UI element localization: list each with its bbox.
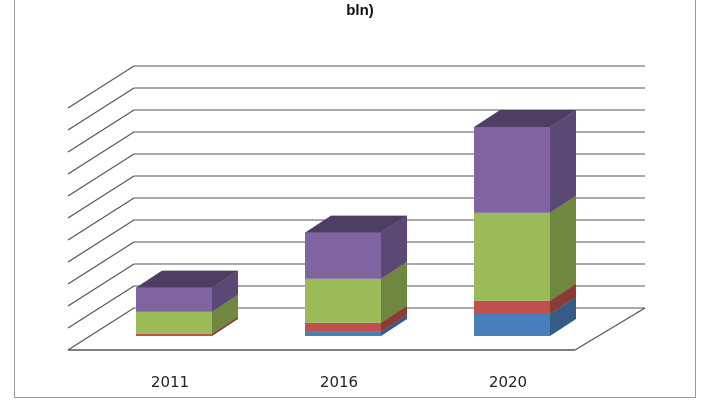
- bar-segment-side: [550, 297, 576, 336]
- gridline-side: [67, 87, 135, 131]
- bar-top: [136, 270, 238, 288]
- bar-segment: [136, 333, 212, 336]
- gridline-side: [67, 65, 135, 109]
- x-tick-label: 2011: [151, 373, 189, 391]
- bar-stack-2020: [474, 110, 576, 336]
- bar-segment: [305, 232, 381, 279]
- bar-segment-side: [212, 270, 238, 312]
- bar-segment-side: [550, 110, 576, 213]
- gridline-side: [67, 285, 135, 329]
- bar-stack-2011: [136, 270, 238, 336]
- bar-segment: [474, 314, 550, 336]
- x-tick-labels: 2011 2016 2020: [151, 373, 527, 391]
- gridline-side: [67, 153, 135, 197]
- bar-segment: [305, 278, 381, 323]
- gridline-side: [67, 131, 135, 175]
- bars: [136, 110, 576, 336]
- bar-segment: [136, 287, 212, 312]
- bar-top: [474, 110, 576, 127]
- bar-segment-side: [550, 195, 576, 301]
- chart-title: bln): [346, 2, 374, 19]
- bar-segment-side: [212, 316, 238, 336]
- bar-segment-side: [381, 261, 407, 323]
- gridline-side: [67, 307, 135, 351]
- bar-stack-2016: [305, 215, 407, 336]
- bar-segment-side: [550, 283, 576, 314]
- x-tick-label: 2020: [489, 373, 527, 391]
- bar-segment-side: [381, 314, 407, 336]
- bar-segment: [474, 127, 550, 213]
- x-tick-label: 2016: [320, 373, 358, 391]
- gridline-side: [67, 241, 135, 285]
- floor-right-edge: [574, 307, 646, 351]
- bar-segment: [136, 311, 212, 334]
- gridline-side: [67, 175, 135, 219]
- bar-segment: [305, 322, 381, 332]
- bar-top: [305, 215, 407, 233]
- gridline-side: [67, 263, 135, 307]
- gridline-side: [67, 219, 135, 263]
- bar-segment-side: [381, 305, 407, 332]
- bar-segment: [474, 300, 550, 314]
- bar-segment-side: [381, 215, 407, 279]
- gridline-side: [67, 109, 135, 153]
- bar-segment-side: [212, 294, 238, 334]
- bar-segment: [474, 212, 550, 301]
- bar-segment: [305, 331, 381, 336]
- gridline-side: [67, 197, 135, 241]
